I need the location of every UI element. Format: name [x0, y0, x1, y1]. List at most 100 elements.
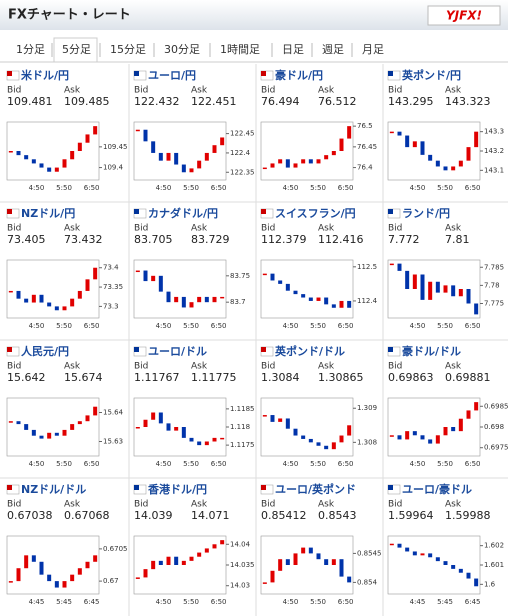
candle	[85, 279, 90, 291]
candle	[412, 141, 417, 148]
chart-box	[387, 535, 481, 595]
candle	[428, 154, 433, 161]
ask-label: Ask	[191, 362, 208, 372]
candle	[278, 559, 283, 571]
tab[interactable]: 1時間足	[220, 43, 260, 56]
header-title: FXチャート・レート	[8, 8, 131, 23]
candle	[397, 435, 402, 440]
candle	[474, 303, 479, 315]
candle	[197, 160, 202, 169]
pair-name[interactable]: カナダドル/円	[148, 206, 218, 220]
x-tick-label: 4:50	[410, 322, 426, 330]
candle	[197, 552, 202, 557]
candle	[151, 141, 156, 153]
y-tick-label: 109.45	[103, 143, 128, 151]
flag-mark	[388, 347, 393, 352]
bid-label: Bid	[261, 362, 275, 372]
candle	[143, 419, 148, 427]
candle	[54, 306, 59, 311]
x-tick-label: 5:50	[310, 184, 326, 192]
candle	[8, 290, 13, 293]
pair-name[interactable]: ユーロ/豪ドル	[402, 482, 472, 496]
candle	[8, 151, 13, 153]
candle	[451, 565, 456, 569]
pair-name[interactable]: 人民元/円	[21, 344, 69, 358]
pair-name[interactable]: ユーロ/英ポンド	[275, 482, 356, 496]
x-tick-label: 4:50	[283, 598, 299, 606]
x-tick-label: 6:50	[338, 184, 354, 192]
chart-box	[387, 121, 481, 181]
flag-mark	[261, 347, 266, 352]
x-tick-label: 6:45	[84, 598, 100, 606]
pair-name[interactable]: 豪ドル/ドル	[402, 344, 461, 358]
pair-name[interactable]: スイスフラン/円	[275, 207, 356, 220]
x-tick-label: 4:50	[156, 460, 172, 468]
candle	[458, 568, 463, 573]
pair-name[interactable]: ユーロ/円	[148, 69, 196, 82]
bid-label: Bid	[134, 500, 148, 510]
candle	[301, 294, 306, 298]
pair-name[interactable]: 英ポンド/ドル	[274, 344, 345, 358]
candle	[189, 168, 194, 173]
candle	[435, 435, 440, 444]
tab[interactable]: 1分足	[16, 43, 45, 56]
pair-name[interactable]: ユーロ/ドル	[148, 345, 207, 358]
candle	[62, 581, 67, 588]
candle	[324, 297, 329, 305]
x-tick-label: 4:45	[29, 598, 45, 606]
y-tick-label: 1.309	[357, 404, 377, 412]
bid-label: Bid	[7, 362, 21, 372]
pair-name[interactable]: 米ドル/円	[20, 68, 69, 82]
candle	[316, 442, 321, 446]
candle	[278, 418, 283, 422]
candle	[301, 435, 306, 439]
candle	[220, 540, 225, 545]
candle	[285, 283, 290, 291]
y-tick-label: 1.1175	[230, 441, 255, 449]
candle	[420, 274, 425, 300]
candle	[174, 296, 179, 303]
tab[interactable]: 週足	[322, 43, 344, 56]
candle	[443, 166, 448, 171]
ask-label: Ask	[445, 362, 462, 372]
pair-name[interactable]: 豪ドル/円	[275, 68, 323, 82]
candle	[293, 290, 298, 295]
pair-name[interactable]: 英ポンド/円	[401, 68, 461, 82]
candle	[85, 415, 90, 422]
candle	[85, 134, 90, 143]
candle	[204, 152, 209, 161]
candle	[285, 418, 290, 429]
candle	[204, 548, 209, 553]
candle	[435, 160, 440, 167]
tab[interactable]: 日足	[282, 43, 304, 56]
tab[interactable]: 月足	[362, 43, 384, 56]
x-tick-label: 4:50	[29, 460, 45, 468]
ask-value: 112.416	[318, 233, 364, 246]
candle	[428, 553, 433, 558]
bid-value: 15.642	[7, 371, 46, 384]
tab[interactable]: 15分足	[110, 43, 146, 56]
x-tick-label: 4:50	[283, 322, 299, 330]
candle	[316, 553, 321, 560]
pair-name[interactable]: 香港ドル/円	[147, 482, 207, 496]
candle	[39, 294, 44, 303]
flag-mark	[134, 209, 139, 214]
tab[interactable]: 30分足	[164, 43, 200, 56]
tab[interactable]: 5分足	[62, 43, 91, 56]
pair-name[interactable]: ランド/円	[402, 207, 450, 220]
flag-mark	[388, 485, 393, 490]
pair-name[interactable]: NZドル/ドル	[21, 483, 86, 496]
candle	[339, 300, 344, 308]
ask-value: 76.512	[318, 95, 357, 108]
candle	[347, 425, 352, 436]
ask-value: 143.323	[445, 95, 491, 108]
y-tick-label: 0.6705	[103, 545, 128, 553]
candle	[16, 568, 21, 582]
x-tick-label: 4:50	[156, 322, 172, 330]
ask-value: 1.11775	[191, 371, 237, 384]
pair-name[interactable]: NZドル/円	[21, 207, 75, 220]
y-tick-label: 0.8545	[357, 549, 382, 557]
candle	[278, 280, 283, 284]
bid-value: 76.494	[261, 95, 300, 108]
